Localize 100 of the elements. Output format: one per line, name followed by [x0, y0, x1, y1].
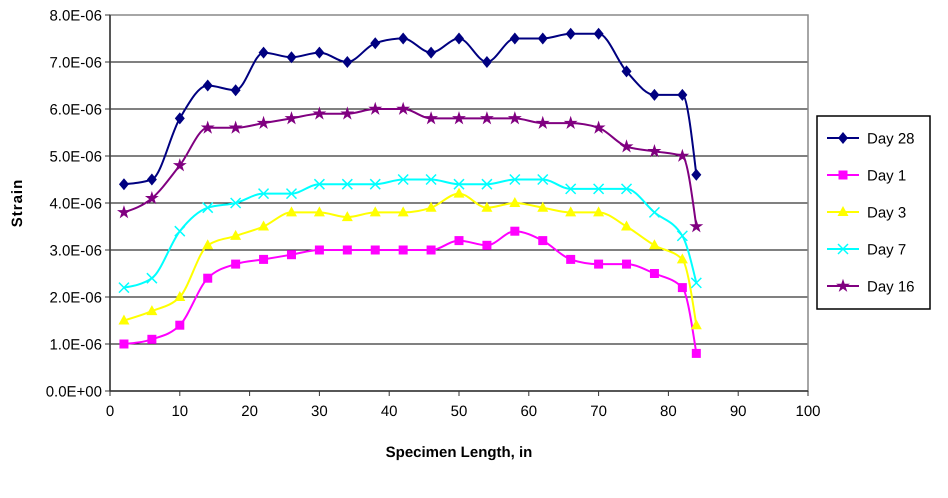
point: [286, 51, 296, 64]
point: [174, 291, 186, 301]
point: [537, 174, 549, 186]
point: [370, 37, 380, 50]
point: [620, 139, 634, 153]
point: [146, 174, 157, 186]
point: [536, 116, 550, 130]
point: [647, 144, 662, 158]
y-tick-label: 0.0E+00: [46, 383, 102, 400]
point: [689, 219, 704, 232]
point: [454, 32, 464, 44]
point: [648, 239, 660, 250]
x-tick-label: 50: [450, 403, 468, 420]
point: [675, 148, 690, 162]
point: [230, 230, 242, 240]
y-tick-label: 3.0E-06: [49, 242, 102, 260]
point: [146, 272, 158, 284]
point: [592, 120, 606, 134]
point: [369, 178, 381, 190]
point: [620, 183, 632, 195]
point: [117, 205, 131, 218]
point: [424, 111, 438, 124]
point: [146, 305, 158, 316]
point: [175, 320, 184, 330]
legend-label: Day 7: [867, 241, 906, 258]
point: [258, 46, 269, 59]
y-tick-label: 5.0E-06: [49, 148, 102, 166]
x-tick-label: 40: [380, 403, 398, 420]
x-tick-label: 30: [311, 403, 328, 420]
point: [342, 246, 352, 254]
point: [396, 102, 410, 115]
point: [480, 111, 494, 124]
point: [398, 32, 408, 44]
point: [256, 116, 271, 130]
point: [594, 28, 604, 40]
point: [370, 206, 381, 216]
point: [622, 260, 632, 269]
point: [650, 269, 659, 278]
y-tick-label: 6.0E-06: [49, 101, 102, 118]
point: [564, 116, 578, 130]
point: [690, 277, 702, 289]
point: [172, 158, 187, 172]
point: [398, 246, 408, 254]
x-tick-label: 90: [730, 403, 747, 420]
point: [510, 32, 520, 44]
point: [426, 202, 437, 212]
y-tick-label: 8.0E-06: [49, 7, 102, 24]
point: [453, 178, 465, 190]
point: [258, 220, 270, 230]
y-tick-label: 7.0E-06: [49, 54, 102, 72]
point: [147, 334, 156, 344]
point: [692, 348, 701, 358]
point: [314, 246, 324, 254]
point: [340, 106, 354, 120]
y-tick-label: 4.0E-06: [49, 195, 102, 212]
x-tick-label: 70: [590, 403, 607, 420]
point: [621, 220, 632, 230]
point: [566, 254, 576, 264]
x-tick-label: 20: [241, 403, 258, 420]
point: [144, 190, 159, 204]
point: [481, 178, 493, 190]
point: [203, 274, 212, 283]
point: [174, 112, 185, 124]
point: [564, 183, 576, 195]
x-tick-label: 100: [795, 403, 821, 420]
point: [119, 340, 128, 348]
x-tick-label: 0: [106, 403, 114, 420]
point: [398, 206, 409, 216]
point: [676, 253, 688, 264]
point: [397, 174, 409, 186]
point: [286, 250, 296, 260]
point: [286, 206, 297, 216]
point: [258, 188, 270, 200]
point: [538, 32, 548, 44]
point: [691, 168, 702, 181]
point: [592, 183, 604, 195]
point: [509, 174, 521, 186]
point: [594, 260, 604, 269]
point: [200, 120, 215, 134]
point: [454, 236, 464, 246]
point: [676, 230, 688, 242]
point: [593, 206, 604, 216]
y-axis-title: Strain: [9, 178, 26, 228]
point: [314, 178, 326, 190]
point: [284, 111, 298, 124]
point: [509, 197, 520, 207]
point: [314, 206, 325, 216]
point: [622, 65, 632, 78]
point: [482, 56, 492, 68]
point: [228, 120, 243, 134]
point: [342, 211, 353, 222]
point: [312, 106, 326, 120]
point: [565, 206, 576, 216]
point: [537, 202, 548, 212]
point: [482, 240, 492, 250]
point: [690, 319, 702, 330]
point: [452, 111, 466, 124]
y-tick-label: 1.0E-06: [49, 336, 102, 354]
legend-label: Day 28: [867, 130, 915, 148]
point: [508, 111, 522, 124]
